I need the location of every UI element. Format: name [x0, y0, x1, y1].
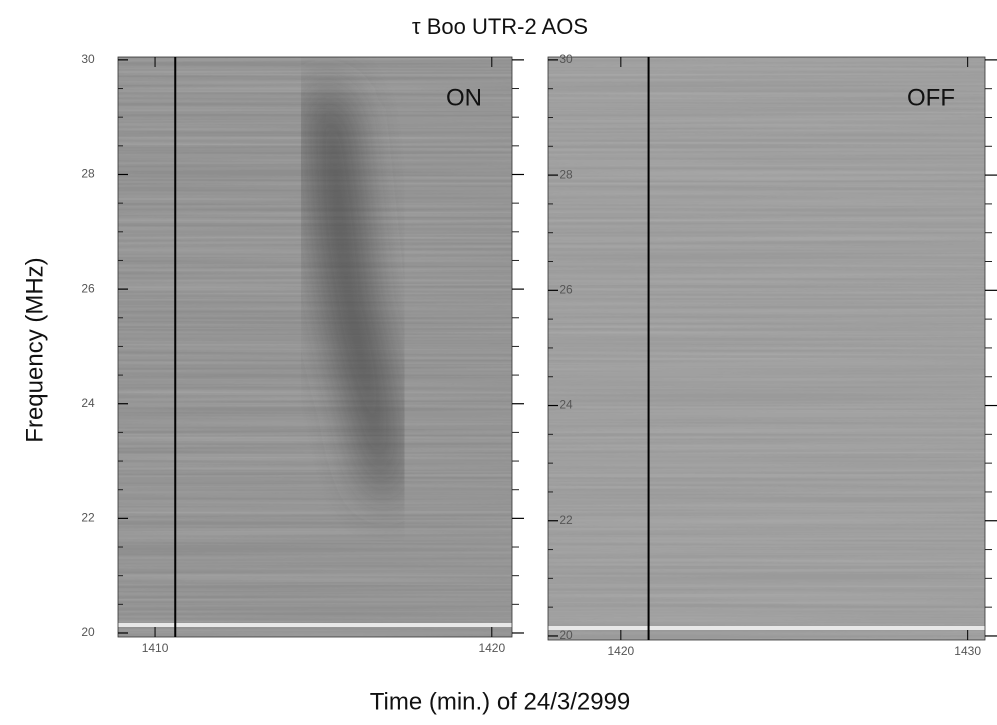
y-tick-label: 26	[81, 281, 95, 295]
y-tick-label: 30	[559, 52, 573, 66]
y-tick-label: 28	[81, 167, 95, 181]
frame	[547, 56, 986, 641]
panel-label: ON	[446, 84, 482, 111]
y-tick-label: 22	[559, 513, 573, 527]
x-tick-label: 1410	[142, 641, 169, 655]
figure-title: τ Boo UTR-2 AOS	[412, 14, 588, 39]
y-tick-label: 26	[559, 282, 573, 296]
y-axis-label: Frequency (MHz)	[21, 257, 48, 442]
x-axis-label: Time (min.) of 24/3/2999	[370, 688, 631, 715]
y-tick-label: 24	[559, 398, 573, 412]
y-tick-label: 28	[559, 167, 573, 181]
frame	[117, 56, 513, 638]
burst	[310, 87, 396, 501]
y-tick-label: 20	[559, 628, 573, 642]
y-tick-label: 24	[81, 396, 95, 410]
y-tick-label: 30	[81, 52, 95, 66]
x-tick-label: 1420	[478, 641, 505, 655]
y-tick-label: 20	[81, 625, 95, 639]
x-tick-label: 1430	[954, 644, 981, 658]
x-tick-label: 1420	[607, 644, 634, 658]
burst-feature	[310, 87, 396, 501]
panel-label: OFF	[907, 84, 955, 111]
spectrum-texture	[548, 57, 985, 640]
bright-band	[548, 626, 985, 630]
bright-band	[118, 623, 512, 627]
y-tick-label: 22	[81, 511, 95, 525]
